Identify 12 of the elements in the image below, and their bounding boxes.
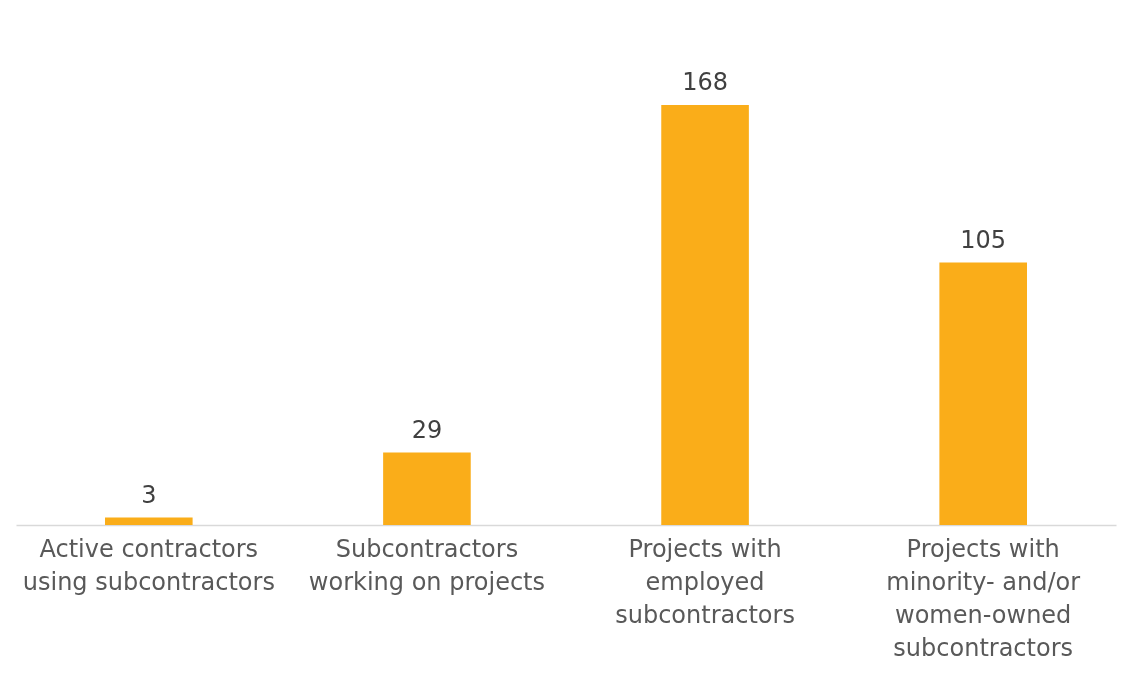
bar (939, 262, 1027, 525)
data-label: 29 (411, 415, 443, 444)
x-tick-label: Subcontractors working on projects (308, 534, 546, 596)
data-label: 3 (141, 480, 157, 509)
data-label: 168 (682, 68, 728, 96)
x-tick-label: Projects with employed subcontractors (615, 534, 795, 629)
data-label: 105 (960, 225, 1007, 254)
bar (661, 105, 749, 525)
x-tick-label: Active contractors using subcontractors (22, 534, 275, 596)
x-tick-label: Projects with minority- and/or women-owned subcontractors (886, 534, 1081, 662)
bar (105, 517, 193, 525)
bar (383, 452, 471, 525)
